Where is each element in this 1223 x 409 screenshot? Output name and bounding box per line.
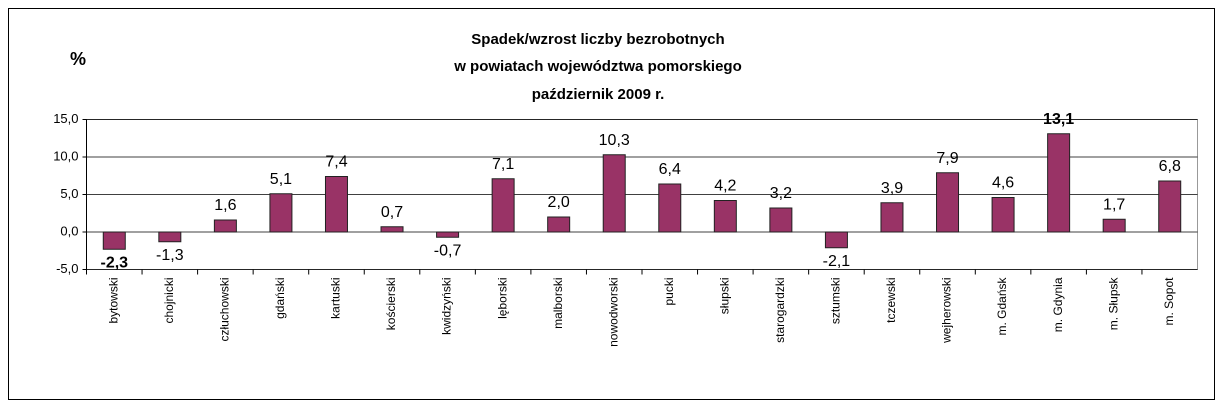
y-axis-label: % (70, 49, 86, 69)
bar (1102, 218, 1126, 233)
x-tick-label: bytowski (106, 278, 120, 324)
x-tick-label: m. Sopot (1162, 277, 1176, 326)
x-tick-label: słupski (717, 278, 731, 315)
x-tick-label: człuchowski (218, 278, 232, 342)
x-tick-label: m. Słupsk (1106, 277, 1120, 331)
y-tick-label: 5,0 (60, 186, 78, 201)
bar (824, 231, 848, 249)
data-label: 13,1 (1043, 111, 1074, 128)
data-label: 6,4 (659, 161, 681, 178)
bar (436, 231, 460, 238)
bar (713, 200, 737, 233)
bar (324, 176, 348, 233)
bar (991, 197, 1015, 233)
bar (658, 183, 682, 233)
bar (880, 202, 904, 233)
y-tick-label: -5,0 (56, 261, 78, 276)
x-tick-label: wejherowski (940, 278, 954, 344)
data-label: 10,3 (599, 132, 630, 149)
bar (1047, 133, 1071, 233)
x-tick-label: lęborski (495, 278, 509, 319)
data-label: 5,1 (270, 171, 292, 188)
x-tick-label: pucki (662, 278, 676, 306)
data-label: 7,1 (492, 156, 514, 173)
bar (547, 216, 571, 233)
data-label: -1,3 (156, 247, 184, 264)
data-label: -2,1 (823, 253, 851, 270)
data-label: 4,2 (714, 178, 736, 195)
bar (380, 226, 404, 233)
x-tick-label: kościerski (384, 278, 398, 331)
bar (936, 172, 960, 233)
data-label: 7,4 (325, 154, 347, 171)
data-label: 2,0 (548, 194, 570, 211)
data-label: -0,7 (434, 242, 462, 259)
x-tick-label: chojnicki (162, 278, 176, 324)
x-tick-label: kartuski (329, 278, 343, 319)
y-tick-label: 10,0 (53, 148, 78, 163)
chart-title: październik 2009 r. (532, 86, 665, 103)
data-label: 1,6 (214, 197, 236, 214)
bar (269, 193, 293, 233)
x-tick-label: kwidzyński (440, 278, 454, 335)
data-label: -2,3 (100, 254, 128, 271)
x-tick-label: m. Gdańsk (995, 277, 1009, 336)
x-tick-label: sztumski (829, 278, 843, 325)
x-tick-label: m. Gdynia (1051, 277, 1065, 332)
bar (769, 207, 793, 233)
x-tick-label: tczewski (884, 278, 898, 323)
bar (213, 219, 237, 233)
data-label: 6,8 (1159, 158, 1181, 175)
data-label: 3,2 (770, 185, 792, 202)
y-tick-label: 15,0 (53, 111, 78, 126)
x-tick-label: nowodworski (606, 278, 620, 347)
bar (602, 154, 626, 233)
bar (491, 178, 515, 233)
chart-title: w powiatach województwa pomorskiego (453, 58, 742, 75)
bar (158, 231, 182, 243)
y-tick-label: 0,0 (60, 223, 78, 238)
chart-title: Spadek/wzrost liczby bezrobotnych (471, 31, 724, 48)
data-label: 7,9 (936, 150, 958, 167)
bar (1158, 180, 1182, 233)
x-tick-label: gdański (273, 278, 287, 319)
x-tick-label: malborski (551, 278, 565, 329)
x-tick-label: starogardzki (773, 278, 787, 343)
data-label: 0,7 (381, 204, 403, 221)
data-label: 1,7 (1103, 196, 1125, 213)
data-label: 3,9 (881, 180, 903, 197)
bar (102, 231, 126, 250)
data-label: 4,6 (992, 175, 1014, 192)
